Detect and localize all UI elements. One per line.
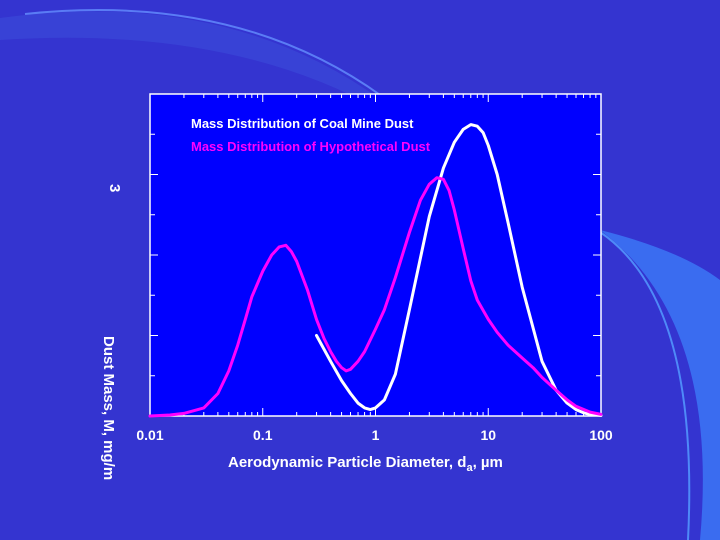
y-axis-title: Dust Mass, M, mg/m 3	[100, 184, 123, 480]
series-line-hypothetical-dust	[148, 176, 603, 418]
x-axis-title-unit: , µm	[473, 454, 503, 471]
slide-swoosh-edge	[24, 9, 401, 111]
x-axis-title: Aerodynamic Particle Diameter, da, µm	[228, 454, 503, 474]
x-tick-label: 1	[372, 427, 380, 443]
legend-item-coal-mine-dust: Mass Distribution of Coal Mine Dust	[191, 116, 414, 131]
slide-accent-wedge	[600, 230, 720, 540]
x-tick-label: 100	[589, 427, 613, 443]
x-axis-title-subscript: a	[466, 462, 473, 474]
x-tick-label: 0.01	[136, 427, 163, 443]
legend-item-hypothetical-dust: Mass Distribution of Hypothetical Dust	[191, 139, 431, 154]
x-axis-title-main: Aerodynamic Particle Diameter, d	[228, 454, 466, 471]
y-axis-title-main: Dust Mass, M, mg/m	[100, 336, 117, 480]
x-tick-label: 10	[480, 427, 496, 443]
x-tick-labels: 0.01 0.1 1 10 100	[136, 427, 613, 443]
series-group	[148, 123, 603, 418]
axis-ticks	[149, 94, 602, 416]
slide-accent-line	[599, 231, 691, 540]
slide-swoosh-top	[0, 11, 470, 176]
y-axis-title-superscript: 3	[106, 184, 123, 192]
x-tick-label: 0.1	[253, 427, 273, 443]
